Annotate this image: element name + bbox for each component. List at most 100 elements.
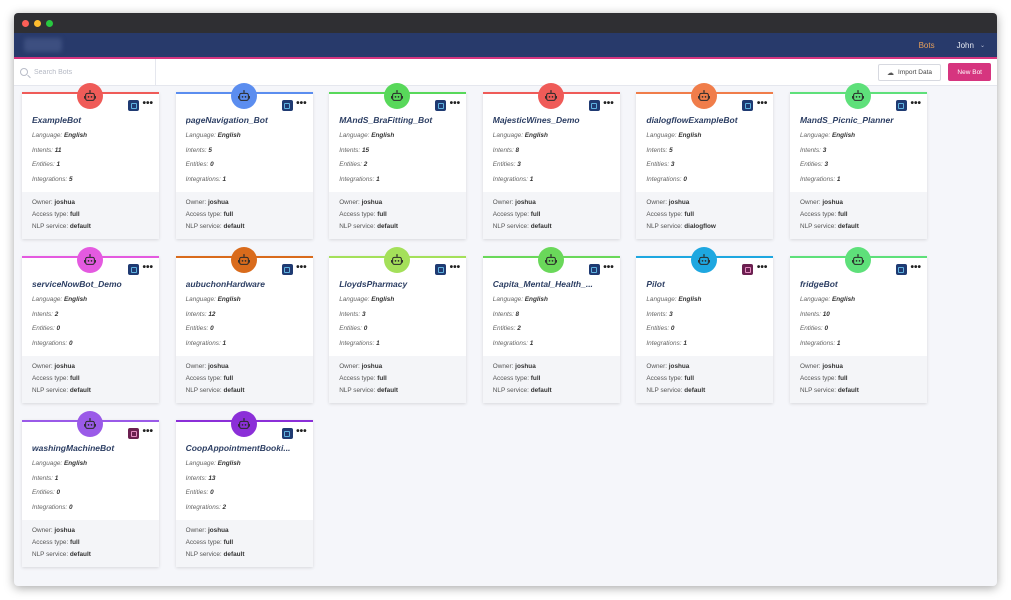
bot-card[interactable]: ••• Pilot Language: English Intents: 3 E…	[636, 247, 774, 403]
bot-card-stats: Pilot Language: English Intents: 3 Entit…	[636, 258, 773, 356]
channel-icon[interactable]	[588, 100, 600, 111]
channel-icon[interactable]	[588, 264, 600, 275]
bot-card-meta: Owner: joshua Access type: full NLP serv…	[482, 356, 620, 403]
channel-icon[interactable]	[742, 100, 754, 111]
bot-owner: Owner: joshua	[185, 363, 229, 370]
bot-name: CoopAppointmentBooki...	[185, 443, 291, 453]
bot-nlp-service: NLP service: default	[492, 223, 552, 230]
bot-card[interactable]: ••• fridgeBot Language: English Intents:…	[789, 247, 927, 403]
channel-icon[interactable]	[435, 100, 447, 111]
bot-integrations: Integrations: 1	[185, 339, 227, 347]
bot-owner: Owner: joshua	[799, 363, 843, 370]
bot-language: Language: English	[185, 132, 241, 139]
bot-name: ExampleBot	[32, 115, 82, 125]
bot-name: LloydsPharmacy	[339, 279, 408, 289]
more-options-icon[interactable]: •••	[142, 98, 153, 109]
bot-owner: Owner: joshua	[799, 199, 843, 206]
bot-card-stats: MandS_Picnic_Planner Language: English I…	[790, 94, 927, 192]
bot-integrations: Integrations: 1	[185, 175, 227, 183]
robot-icon	[230, 411, 257, 437]
search-input[interactable]	[34, 68, 144, 76]
bot-owner: Owner: joshua	[492, 363, 536, 370]
maximize-window-icon[interactable]	[46, 19, 53, 27]
bot-owner: Owner: joshua	[185, 199, 229, 206]
bot-integrations: Integrations: 0	[646, 175, 687, 183]
bot-entities: Entities: 0	[646, 325, 675, 332]
bot-language: Language: English	[339, 132, 395, 139]
more-options-icon[interactable]: •••	[296, 426, 307, 437]
bot-card[interactable]: ••• CoopAppointmentBooki... Language: En…	[175, 411, 313, 567]
bot-intents: Intents: 1	[32, 474, 59, 482]
bot-card-meta: Owner: joshua Access type: full NLP serv…	[175, 520, 313, 567]
bot-card-meta: Owner: joshua Access type: full NLP serv…	[175, 192, 313, 239]
more-options-icon[interactable]: •••	[296, 262, 307, 273]
bot-card-meta: Owner: joshua Access type: full NLP serv…	[22, 520, 159, 567]
channel-icon[interactable]	[281, 428, 293, 439]
more-options-icon[interactable]: •••	[603, 262, 614, 273]
nav-tab-bots[interactable]: Bots	[918, 40, 935, 50]
bot-language: Language: English	[185, 460, 241, 467]
channel-icon[interactable]	[281, 100, 293, 111]
bot-access-type: Access type: full	[799, 211, 848, 218]
close-window-icon[interactable]	[22, 19, 29, 27]
bot-integrations: Integrations: 2	[185, 503, 227, 511]
bot-owner: Owner: joshua	[492, 199, 536, 206]
more-options-icon[interactable]: •••	[756, 262, 768, 273]
bot-card[interactable]: ••• LloydsPharmacy Language: English Int…	[329, 247, 467, 403]
import-data-label: Import Data	[898, 69, 932, 76]
more-options-icon[interactable]: •••	[449, 98, 461, 109]
bot-card[interactable]: ••• pageNavigation_Bot Language: English…	[175, 83, 313, 239]
bot-access-type: Access type: full	[492, 211, 541, 218]
more-options-icon[interactable]: •••	[142, 262, 153, 273]
channel-icon[interactable]	[128, 100, 139, 111]
bot-owner: Owner: joshua	[339, 363, 383, 370]
bot-language: Language: English	[799, 296, 856, 303]
robot-icon	[384, 83, 411, 109]
channel-icon[interactable]	[128, 264, 139, 275]
more-options-icon[interactable]: •••	[142, 426, 153, 437]
robot-icon	[384, 247, 411, 273]
logo[interactable]	[24, 38, 62, 52]
bot-intents: Intents: 3	[799, 146, 827, 154]
more-options-icon[interactable]: •••	[756, 98, 768, 109]
bot-card[interactable]: ••• ExampleBot Language: English Intents…	[22, 83, 159, 239]
bot-owner: Owner: joshua	[32, 199, 75, 206]
bot-nlp-service: NLP service: default	[32, 387, 91, 394]
bot-card[interactable]: ••• MandS_Picnic_Planner Language: Engli…	[789, 83, 927, 239]
new-bot-button[interactable]: New Bot	[948, 63, 991, 81]
more-options-icon[interactable]: •••	[296, 98, 307, 109]
minimize-window-icon[interactable]	[34, 19, 41, 27]
more-options-icon[interactable]: •••	[603, 98, 614, 109]
bot-integrations: Integrations: 1	[339, 175, 380, 183]
channel-icon[interactable]	[895, 100, 907, 111]
bot-card[interactable]: ••• serviceNowBot_Demo Language: English…	[22, 247, 159, 403]
bot-access-type: Access type: full	[32, 375, 80, 382]
channel-icon[interactable]	[281, 264, 293, 275]
bot-nlp-service: NLP service: dialogflow	[646, 223, 716, 230]
channel-icon[interactable]	[435, 264, 447, 275]
more-options-icon[interactable]: •••	[910, 98, 921, 109]
channel-icon[interactable]	[128, 428, 139, 439]
bot-name: MajesticWines_Demo	[492, 115, 580, 125]
channel-icon[interactable]	[895, 264, 907, 275]
user-menu[interactable]: John ⌄	[957, 41, 985, 50]
bot-card[interactable]: ••• MajesticWines_Demo Language: English…	[482, 83, 620, 239]
bot-language: Language: English	[492, 296, 548, 303]
robot-icon	[844, 247, 871, 273]
bot-integrations: Integrations: 1	[799, 339, 841, 347]
bot-integrations: Integrations: 0	[32, 503, 73, 511]
bot-card[interactable]: ••• Capita_Mental_Health_... Language: E…	[482, 247, 620, 403]
channel-icon[interactable]	[742, 264, 754, 275]
bot-card[interactable]: ••• dialogflowExampleBot Language: Engli…	[636, 83, 774, 239]
bot-entities: Entities: 0	[185, 489, 214, 496]
bot-card[interactable]: ••• aubuchonHardware Language: English I…	[175, 247, 313, 403]
more-options-icon[interactable]: •••	[910, 262, 921, 273]
more-options-icon[interactable]: •••	[449, 262, 461, 273]
bot-card-meta: Owner: joshua Access type: full NLP serv…	[789, 356, 927, 403]
bot-card[interactable]: ••• MAndS_BraFitting_Bot Language: Engli…	[329, 83, 467, 239]
import-data-button[interactable]: ☁ Import Data	[878, 64, 941, 81]
bot-card[interactable]: ••• washingMachineBot Language: English …	[22, 411, 159, 567]
bot-language: Language: English	[799, 132, 856, 139]
bot-card-stats: fridgeBot Language: English Intents: 10 …	[790, 258, 927, 356]
bot-nlp-service: NLP service: default	[339, 223, 399, 230]
